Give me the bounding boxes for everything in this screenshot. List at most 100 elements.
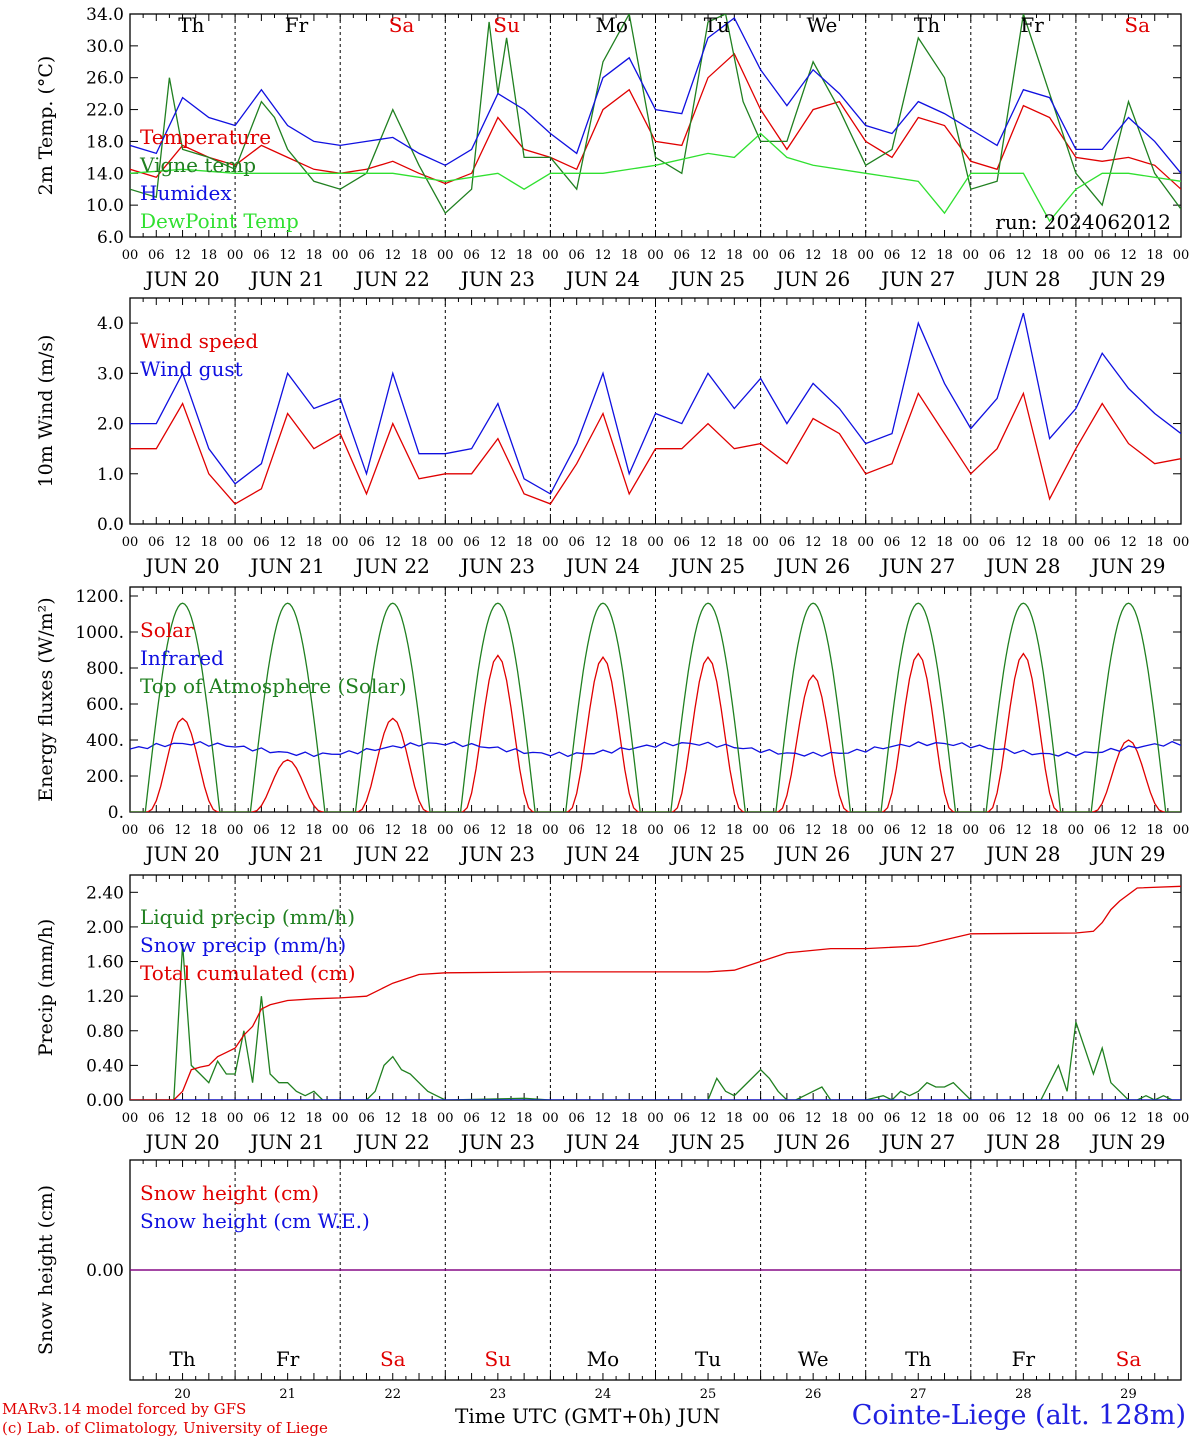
date-label: JUN 26 xyxy=(774,267,850,291)
legend-entry: Vigne temp xyxy=(139,153,256,177)
date-label: JUN 29 xyxy=(1089,1130,1165,1154)
hour-tick-label: 00 xyxy=(227,248,244,263)
day-number-label: 21 xyxy=(279,1387,296,1402)
hour-tick-label: 00 xyxy=(963,248,980,263)
hour-tick-label: 06 xyxy=(568,535,585,550)
hour-tick-label: 18 xyxy=(1146,823,1163,838)
hour-tick-label: 12 xyxy=(910,535,927,550)
series-line-3 xyxy=(130,132,1181,223)
legend-entry: Snow precip (mm/h) xyxy=(140,933,346,957)
hour-tick-label: 18 xyxy=(411,823,428,838)
hour-tick-label: 12 xyxy=(174,535,191,550)
y-tick-label: 2.00 xyxy=(86,918,124,938)
legend-entry: Solar xyxy=(140,618,194,642)
y-axis-label: Precip (mm/h) xyxy=(35,919,57,1057)
hour-tick-label: 00 xyxy=(227,1111,244,1126)
y-axis-label: Snow height (cm) xyxy=(35,1185,57,1355)
y-tick-label: 600. xyxy=(86,695,124,715)
day-number-label: 22 xyxy=(384,1387,401,1402)
day-abbr-label: Fr xyxy=(276,1347,300,1371)
day-abbr-label: We xyxy=(807,13,838,37)
date-label: JUN 22 xyxy=(354,842,430,866)
hour-tick-label: 12 xyxy=(174,248,191,263)
day-abbr-label: Sa xyxy=(1124,13,1150,37)
credit-line-2: (c) Lab. of Climatology, University of L… xyxy=(2,1419,328,1437)
hour-tick-label: 12 xyxy=(490,535,507,550)
hour-tick-label: 06 xyxy=(568,1111,585,1126)
hour-tick-label: 12 xyxy=(595,1111,612,1126)
hour-tick-label: 12 xyxy=(1120,823,1137,838)
day-abbr-label: Th xyxy=(178,13,204,37)
hour-tick-label: 12 xyxy=(700,535,717,550)
y-tick-label: 400. xyxy=(86,731,124,751)
hour-tick-label: 18 xyxy=(411,535,428,550)
hour-tick-label: 12 xyxy=(174,1111,191,1126)
day-abbr-label: Th xyxy=(905,1347,931,1371)
date-label: JUN 26 xyxy=(774,1130,850,1154)
hour-tick-label: 06 xyxy=(358,248,375,263)
hour-tick-label: 18 xyxy=(1041,535,1058,550)
y-tick-label: 0.00 xyxy=(86,1091,124,1111)
date-label: JUN 23 xyxy=(459,1130,535,1154)
date-label: JUN 24 xyxy=(564,267,640,291)
hour-tick-label: 00 xyxy=(332,1111,349,1126)
panel-3: 0. 200. 400. 600. 800. 1000. 1200. Energy fluxe… xyxy=(35,586,1189,866)
panel-4: 0.00 0.40 0.80 1.20 1.60 2.00 2.40 Precip (mm/h… xyxy=(35,874,1189,1154)
hour-tick-label: 06 xyxy=(779,535,796,550)
legend-entry: Infrared xyxy=(140,646,224,670)
hour-tick-label: 18 xyxy=(201,1111,218,1126)
series-line-0 xyxy=(130,52,1181,190)
hour-tick-label: 12 xyxy=(1015,823,1032,838)
legend-entry: Temperature xyxy=(140,125,271,149)
hour-tick-label: 00 xyxy=(963,535,980,550)
hour-tick-label: 06 xyxy=(779,823,796,838)
hour-tick-label: 06 xyxy=(148,823,165,838)
date-label: JUN 26 xyxy=(774,842,850,866)
date-label: JUN 25 xyxy=(669,842,745,866)
date-label: JUN 27 xyxy=(879,267,955,291)
hour-tick-label: 06 xyxy=(358,1111,375,1126)
hour-tick-label: 06 xyxy=(1094,535,1111,550)
y-tick-label: 22.0 xyxy=(86,101,124,121)
series-line-1 xyxy=(130,14,1181,215)
hour-tick-label: 00 xyxy=(752,248,769,263)
hour-tick-label: 06 xyxy=(1094,823,1111,838)
run-label: run: 2024062012 xyxy=(995,210,1171,234)
day-abbr-label: Sa xyxy=(1116,1347,1142,1371)
hour-tick-label: 06 xyxy=(568,823,585,838)
hour-tick-label: 00 xyxy=(1173,248,1190,263)
date-label: JUN 28 xyxy=(984,842,1060,866)
date-label: JUN 21 xyxy=(249,842,325,866)
hour-tick-label: 00 xyxy=(647,248,664,263)
date-label: JUN 24 xyxy=(564,554,640,578)
hour-tick-label: 12 xyxy=(1015,248,1032,263)
hour-tick-label: 12 xyxy=(805,248,822,263)
hour-tick-label: 12 xyxy=(910,823,927,838)
legend-entry: DewPoint Temp xyxy=(140,209,299,233)
hour-tick-label: 00 xyxy=(857,535,874,550)
x-axis-title: Time UTC (GMT+0h) JUN xyxy=(455,1404,720,1428)
legend-entry: Wind gust xyxy=(140,357,243,381)
hour-tick-label: 12 xyxy=(700,1111,717,1126)
hour-tick-label: 12 xyxy=(805,535,822,550)
hour-tick-label: 00 xyxy=(437,248,454,263)
hour-tick-label: 06 xyxy=(884,823,901,838)
hour-tick-label: 00 xyxy=(963,823,980,838)
date-label: JUN 29 xyxy=(1089,842,1165,866)
date-label: JUN 27 xyxy=(879,1130,955,1154)
date-label: JUN 21 xyxy=(249,554,325,578)
date-label: JUN 20 xyxy=(143,1130,219,1154)
hour-tick-label: 00 xyxy=(752,535,769,550)
hour-tick-label: 12 xyxy=(1015,1111,1032,1126)
date-label: JUN 23 xyxy=(459,267,535,291)
hour-tick-label: 18 xyxy=(936,248,953,263)
day-number-label: 26 xyxy=(805,1387,822,1402)
date-label: JUN 28 xyxy=(984,554,1060,578)
hour-tick-label: 18 xyxy=(936,823,953,838)
y-tick-label: 0.0 xyxy=(97,515,124,535)
date-label: JUN 24 xyxy=(564,1130,640,1154)
hour-tick-label: 18 xyxy=(1041,248,1058,263)
hour-tick-label: 18 xyxy=(726,1111,743,1126)
day-number-label: 25 xyxy=(700,1387,717,1402)
x-axis-month: JUN xyxy=(677,1404,721,1428)
